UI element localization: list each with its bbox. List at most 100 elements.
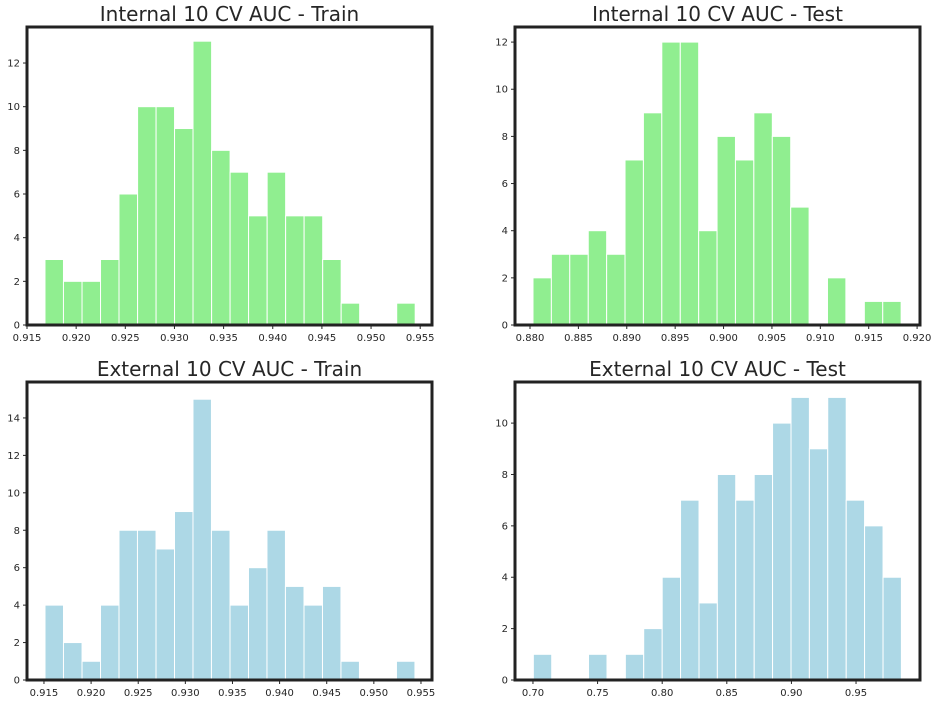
- y-tick-label: 0: [14, 676, 20, 687]
- bar: [863, 300, 884, 326]
- y-tick-label: 4: [502, 573, 508, 584]
- bar: [753, 112, 773, 326]
- bar: [210, 529, 231, 681]
- y-tick-label: 12: [495, 38, 508, 49]
- bar: [734, 159, 755, 326]
- bar: [44, 259, 64, 326]
- bar: [100, 604, 120, 681]
- chart-title: Internal 10 CV AUC - Train: [100, 2, 359, 26]
- x-tick-label: 0.920: [62, 333, 91, 344]
- bar: [174, 128, 194, 326]
- bar: [882, 300, 902, 326]
- x-tick-label: 0.890: [612, 333, 641, 344]
- bar: [266, 171, 287, 326]
- bar: [679, 41, 700, 326]
- axes-frame: [513, 380, 922, 682]
- x-tick-label: 0.950: [357, 333, 386, 344]
- x-tick-label: 0.75: [586, 688, 608, 699]
- x-tick-label: 0.85: [716, 688, 738, 699]
- x-tick-label: 0.930: [171, 688, 200, 699]
- y-tick-label: 14: [7, 413, 20, 424]
- bar: [790, 396, 810, 681]
- bar: [340, 302, 361, 326]
- bar: [155, 106, 176, 326]
- axes-frame: [25, 25, 434, 327]
- x-tick-label: 0.935: [209, 333, 238, 344]
- bar: [772, 422, 792, 681]
- y-tick-label: 6: [14, 190, 20, 201]
- bar: [321, 585, 342, 681]
- x-tick-label: 0.95: [845, 688, 867, 699]
- bar: [716, 473, 737, 681]
- bar: [698, 230, 718, 326]
- x-tick-label: 0.950: [360, 688, 389, 699]
- x-tick-label: 0.915: [854, 333, 883, 344]
- bar: [340, 660, 360, 681]
- bar: [247, 567, 268, 681]
- x-tick-label: 0.90: [780, 688, 802, 699]
- bar: [155, 548, 176, 681]
- bar: [680, 499, 700, 681]
- y-tick-label: 8: [14, 526, 20, 537]
- y-tick-label: 12: [7, 451, 20, 462]
- y-tick-label: 8: [14, 146, 20, 157]
- y-tick-label: 6: [502, 521, 508, 532]
- y-tick-label: 4: [14, 233, 20, 244]
- bar: [192, 398, 212, 681]
- bar: [303, 215, 324, 326]
- x-tick-label: 0.70: [522, 688, 544, 699]
- y-tick-label: 10: [7, 102, 20, 113]
- axes-frame: [25, 380, 434, 682]
- bar: [174, 511, 194, 681]
- bar: [137, 106, 157, 326]
- bar: [44, 604, 64, 681]
- bar: [395, 660, 416, 681]
- x-tick-label: 0.895: [661, 333, 690, 344]
- x-tick-label: 0.900: [709, 333, 738, 344]
- x-tick-label: 0.880: [516, 333, 545, 344]
- bar: [100, 259, 120, 326]
- bar: [62, 280, 83, 326]
- y-tick-label: 0: [14, 321, 20, 332]
- x-tick-label: 0.920: [77, 688, 106, 699]
- bar: [211, 149, 231, 326]
- y-tick-label: 6: [502, 179, 508, 190]
- x-tick-label: 0.905: [758, 333, 787, 344]
- bar: [396, 302, 416, 326]
- bar: [864, 525, 884, 681]
- x-tick-label: 0.80: [651, 688, 673, 699]
- bar: [642, 112, 663, 326]
- y-tick-label: 8: [502, 132, 508, 143]
- x-tick-label: 0.925: [124, 688, 153, 699]
- x-tick-label: 0.940: [258, 333, 287, 344]
- bar: [532, 653, 553, 681]
- bar: [808, 448, 829, 681]
- bar: [284, 585, 305, 681]
- y-tick-label: 10: [495, 85, 508, 96]
- bar: [826, 277, 847, 326]
- bar: [606, 253, 626, 326]
- bar: [845, 499, 866, 681]
- bar: [771, 135, 792, 326]
- y-tick-label: 8: [502, 470, 508, 481]
- bar: [753, 473, 774, 681]
- y-tick-label: 4: [502, 226, 508, 237]
- x-tick-label: 0.910: [806, 333, 835, 344]
- bar: [735, 499, 755, 681]
- bar: [81, 280, 102, 326]
- y-tick-label: 2: [14, 638, 20, 649]
- bar: [882, 576, 902, 681]
- chart-title: External 10 CV AUC - Test: [589, 357, 846, 381]
- x-tick-label: 0.885: [564, 333, 593, 344]
- bar: [569, 253, 589, 326]
- axes-frame: [513, 25, 922, 327]
- x-tick-label: 0.945: [308, 333, 337, 344]
- bar: [588, 653, 608, 681]
- y-tick-label: 10: [7, 488, 20, 499]
- bar: [136, 529, 157, 681]
- bar: [62, 642, 83, 681]
- bar: [624, 159, 644, 326]
- x-tick-label: 0.915: [13, 333, 42, 344]
- bar: [229, 171, 250, 326]
- y-tick-label: 10: [495, 419, 508, 430]
